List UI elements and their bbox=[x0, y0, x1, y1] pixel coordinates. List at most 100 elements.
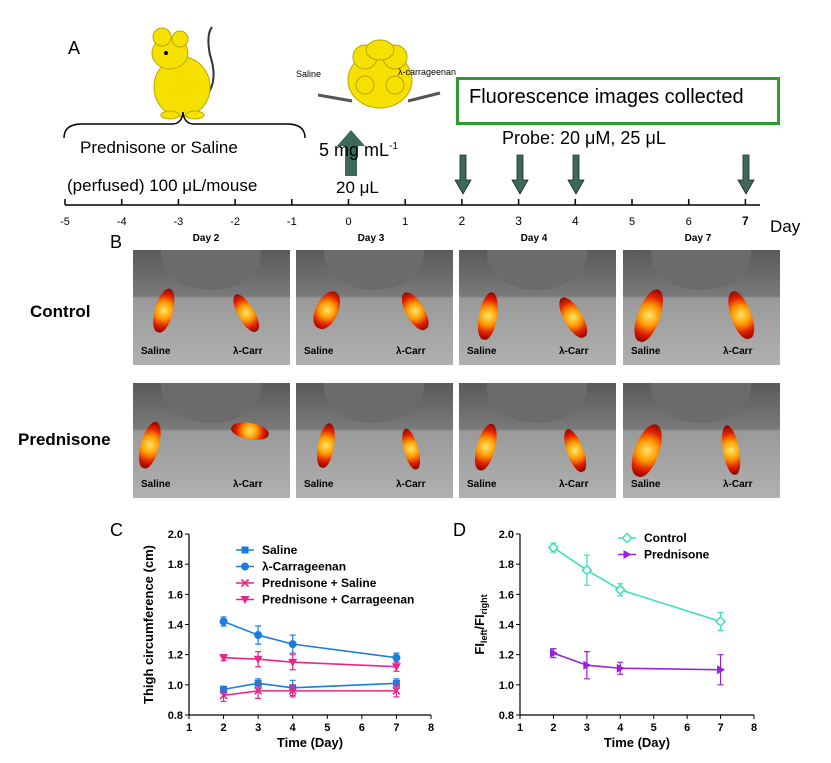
fluor-image-prednisone-day7: Saline λ-Carr bbox=[623, 383, 780, 498]
timeline-tick-label: 1 bbox=[402, 216, 408, 228]
legend-label: Prednisone bbox=[644, 548, 710, 562]
day-label-7: Day 7 bbox=[684, 233, 712, 244]
timeline-tick-label: 0 bbox=[345, 216, 351, 228]
x-tick-label: 7 bbox=[718, 722, 724, 734]
y-axis-label: FIleft/FIright bbox=[472, 594, 489, 654]
y-tick-label: 2.0 bbox=[168, 529, 183, 541]
timeline-tick-label: -4 bbox=[117, 216, 127, 228]
volume-label: 20 μL bbox=[336, 178, 379, 197]
day-label-3: Day 3 bbox=[357, 233, 385, 244]
down-arrow-day3-icon bbox=[511, 154, 529, 195]
carrageenan-syringe-label: λ-carrageenan bbox=[398, 67, 457, 77]
data-point bbox=[581, 564, 593, 576]
down-arrow-day2-icon bbox=[454, 154, 472, 195]
series-line bbox=[223, 656, 397, 668]
data-point bbox=[288, 658, 298, 667]
data-point bbox=[254, 631, 263, 640]
x-tick-label: 2 bbox=[221, 722, 227, 734]
data-point bbox=[717, 665, 726, 675]
x-tick-label: 3 bbox=[584, 722, 590, 734]
y-tick-label: 0.8 bbox=[168, 710, 183, 722]
fluorescence-box: Fluorescence images collected bbox=[456, 77, 780, 125]
legend-label: Prednisone + Carrageenan bbox=[262, 593, 414, 607]
down-arrow-day7-icon bbox=[737, 154, 755, 195]
timeline-tick-label: -1 bbox=[287, 216, 297, 228]
timeline-tick-label: 2 bbox=[459, 214, 466, 228]
mouse-illustration-2 bbox=[317, 39, 441, 109]
data-point bbox=[219, 654, 229, 663]
x-tick-label: 7 bbox=[393, 722, 399, 734]
x-tick-label: 4 bbox=[290, 722, 297, 734]
mouse-illustration-1 bbox=[151, 26, 215, 120]
chart-c: 0.8 1.0 1.2 1.4 1.6 1.8 2.0 1 2 3 4 5 6 7 8 Time (Day) T… bbox=[141, 529, 434, 750]
data-point bbox=[621, 532, 633, 544]
data-point bbox=[241, 562, 249, 571]
series-line bbox=[553, 652, 721, 671]
timeline-tick-label: 3 bbox=[515, 214, 522, 228]
data-point bbox=[253, 655, 263, 664]
x-tick-label: 1 bbox=[517, 722, 523, 734]
legend-label: Prednisone + Saline bbox=[262, 576, 377, 590]
y-tick-label: 1.0 bbox=[168, 680, 183, 692]
series-1 bbox=[219, 616, 401, 663]
panel-letter-b: B bbox=[110, 232, 123, 252]
y-tick-label: 1.2 bbox=[168, 650, 183, 662]
probe-label: Probe: 20 μM, 25 μL bbox=[502, 128, 666, 148]
data-point bbox=[583, 660, 592, 670]
y-tick-label: 1.0 bbox=[499, 680, 514, 692]
x-axis-label: Time (Day) bbox=[604, 735, 670, 750]
x-tick-label: 8 bbox=[428, 722, 434, 734]
data-point bbox=[715, 615, 727, 628]
saline-syringe-label: Saline bbox=[296, 69, 322, 79]
data-point bbox=[219, 691, 228, 700]
data-point bbox=[288, 640, 297, 649]
chart-d: 0.8 1.0 1.2 1.4 1.6 1.8 2.0 1 2 3 4 5 6 7 8 Time (Day) F… bbox=[472, 529, 757, 750]
legend-label: Control bbox=[644, 531, 687, 545]
y-tick-label: 0.8 bbox=[499, 710, 514, 722]
data-point bbox=[392, 686, 401, 695]
panel-letter-c: C bbox=[110, 520, 123, 540]
x-tick-label: 5 bbox=[651, 722, 657, 734]
series-0 bbox=[547, 542, 727, 632]
day-label-2: Day 2 bbox=[192, 233, 220, 244]
y-axis-label: Thigh circumference (cm) bbox=[141, 545, 156, 704]
data-point bbox=[391, 663, 401, 672]
fluor-image-control-day3: Saline λ-Carr bbox=[296, 250, 453, 365]
data-point bbox=[392, 653, 401, 662]
timeline-tick-label: 4 bbox=[572, 214, 579, 228]
y-tick-label: 1.4 bbox=[499, 620, 515, 632]
x-tick-label: 4 bbox=[617, 722, 624, 734]
dose-label: (perfused) 100 μL/mouse bbox=[67, 176, 258, 195]
data-point bbox=[219, 617, 228, 626]
x-tick-label: 8 bbox=[751, 722, 757, 734]
y-tick-label: 1.6 bbox=[168, 589, 183, 601]
series-line bbox=[223, 690, 397, 697]
day-label-4: Day 4 bbox=[520, 233, 548, 244]
timeline-tick-label: -2 bbox=[230, 216, 240, 228]
data-point bbox=[240, 578, 250, 588]
panel-letter-d: D bbox=[453, 520, 466, 540]
legend-label: Saline bbox=[262, 543, 298, 557]
data-point bbox=[240, 596, 250, 604]
down-arrow-day4-icon bbox=[567, 154, 585, 195]
series-3 bbox=[219, 651, 401, 672]
treatment-label: Prednisone or Saline bbox=[80, 138, 238, 157]
y-tick-label: 1.2 bbox=[499, 650, 514, 662]
timeline-tick-label: 6 bbox=[686, 216, 692, 228]
data-point bbox=[547, 542, 559, 554]
series-line bbox=[552, 546, 721, 623]
timeline-tick-label: -5 bbox=[60, 216, 70, 228]
data-point bbox=[614, 584, 626, 596]
series-line bbox=[223, 682, 397, 691]
fluor-image-control-day4: Saline λ-Carr bbox=[459, 250, 616, 365]
timeline-tick-label: -3 bbox=[174, 216, 184, 228]
data-point bbox=[392, 679, 400, 687]
data-point bbox=[254, 686, 263, 695]
legend-label: λ-Carrageenan bbox=[262, 560, 346, 574]
y-tick-label: 2.0 bbox=[499, 529, 514, 541]
row-label-control: Control bbox=[30, 302, 91, 321]
data-point bbox=[241, 546, 249, 554]
data-point bbox=[623, 550, 632, 559]
concentration-label: 5 mg mL-1 bbox=[319, 140, 398, 160]
fluor-image-control-day2: Saline λ-Carr bbox=[133, 250, 290, 365]
